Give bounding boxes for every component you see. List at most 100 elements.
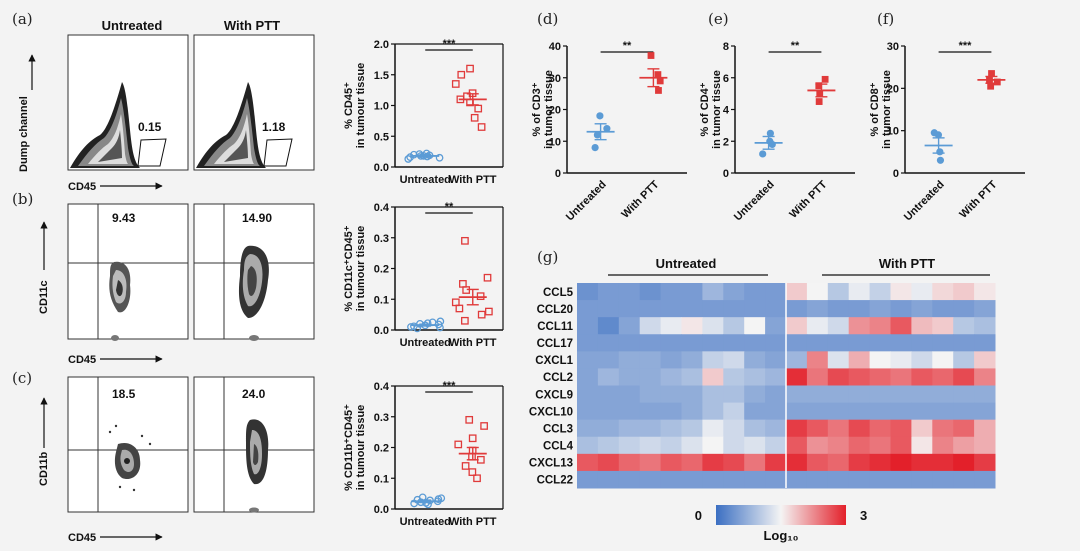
heatmap-cell — [932, 368, 954, 386]
heatmap-cell — [806, 300, 829, 318]
heatmap-cell — [723, 436, 745, 455]
scatter-chart-a: 0.0 0.5 1.0 1.5 2.0 % CD45⁺ in tumour tissue Un… — [343, 38, 504, 186]
contour-density — [246, 419, 269, 513]
heatmap-cell — [577, 368, 599, 386]
heatmap-cell — [723, 470, 745, 489]
heatmap-cell — [660, 436, 682, 455]
heatmap-cell — [848, 300, 871, 318]
colorbar-max-label: 3 — [860, 508, 867, 523]
heatmap-cell — [953, 385, 975, 404]
x-category-label: With PTT — [449, 337, 497, 349]
data-point — [455, 304, 464, 313]
significance-label: *** — [443, 380, 457, 392]
heatmap-cell — [848, 351, 871, 369]
data-point — [410, 150, 418, 159]
panel-label-f: (f) — [877, 10, 894, 28]
heatmap-cell — [723, 334, 745, 352]
heatmap-cell — [786, 470, 808, 489]
heatmap-cell — [660, 283, 682, 301]
contour-density — [70, 82, 140, 168]
panel-label-g: (g) — [537, 248, 558, 266]
heatmap-cell — [597, 453, 620, 472]
heatmap-cell — [660, 368, 682, 386]
heatmap-cell — [597, 419, 620, 438]
heatmap-cell — [974, 300, 996, 318]
heatmap-cell — [618, 300, 641, 318]
heatmap-group-label: With PTT — [879, 256, 935, 271]
heatmap-cell — [744, 300, 766, 318]
significance-label: ** — [445, 201, 454, 213]
heatmap-cell — [681, 317, 703, 335]
y-tick-label: 0.1 — [374, 294, 389, 306]
heatmap-cell — [869, 402, 891, 421]
heatmap-cell — [786, 385, 808, 404]
y-tick-label: 0 — [555, 168, 561, 180]
heatmap-cell — [639, 334, 662, 352]
heatmap-cell — [953, 351, 975, 369]
y-axis-label: % CD11c⁺CD45⁺ — [343, 225, 355, 311]
y-axis-label: % CD11b⁺CD45⁺ — [343, 404, 355, 491]
data-point — [468, 468, 477, 476]
heatmap-cell — [869, 300, 891, 318]
data-point — [468, 434, 477, 443]
heatmap-cell — [890, 317, 912, 335]
heatmap-cell — [827, 402, 850, 421]
heatmap-cell — [848, 334, 871, 352]
heatmap-cell — [806, 334, 829, 352]
heatmap-cell — [953, 436, 975, 455]
contour-density — [109, 261, 131, 341]
heatmap-cell — [974, 453, 996, 472]
heatmap-cell — [744, 283, 766, 301]
flow-x-label: CD45 — [68, 354, 96, 366]
heatmap-cell — [681, 402, 703, 421]
heatmap-cell — [723, 419, 745, 438]
heatmap-cell — [618, 317, 641, 335]
y-tick-label: 20 — [549, 105, 561, 117]
heatmap-cell — [848, 283, 871, 301]
heatmap-cell — [786, 436, 808, 455]
data-point — [766, 129, 774, 137]
heatmap-row-label: CCL2 — [543, 372, 573, 384]
y-tick-label: 8 — [723, 41, 729, 53]
heatmap-cell — [639, 436, 662, 455]
data-point — [483, 273, 492, 282]
heatmap-row-label: CXCL1 — [535, 355, 573, 367]
significance-label: *** — [443, 38, 457, 50]
heatmap-cell — [806, 419, 829, 438]
gate-polygon — [263, 138, 293, 167]
heatmap-cell — [953, 402, 975, 421]
data-point — [454, 440, 463, 449]
heatmap-cell — [723, 385, 745, 404]
heatmap-row-label: CXCL13 — [529, 458, 573, 470]
heatmap-cell — [618, 402, 641, 421]
heatmap-cell — [577, 436, 599, 455]
scatter-chart-b: 0.0 0.1 0.2 0.3 0.4 % CD11c⁺CD45⁺ in tumour ti… — [343, 201, 504, 349]
flow-header-untreated: Untreated — [102, 18, 163, 33]
gate-value: 9.43 — [112, 211, 136, 225]
data-point — [470, 113, 479, 122]
heatmap-cell — [723, 351, 745, 369]
heatmap-cell — [597, 402, 620, 421]
y-tick-label: 0.2 — [374, 264, 389, 276]
y-tick-label: 10 — [887, 126, 899, 138]
heatmap-cell — [911, 436, 933, 455]
heatmap-cell — [869, 317, 891, 335]
heatmap-cell — [702, 317, 724, 335]
gate-value: 14.90 — [242, 211, 272, 225]
flow-y-label: CD11c — [38, 280, 50, 314]
heatmap-cell — [702, 283, 724, 301]
heatmap-cell — [597, 385, 620, 404]
data-point — [474, 104, 483, 113]
data-point — [656, 77, 664, 85]
heatmap-cell — [974, 283, 996, 301]
heatmap-cell — [806, 351, 829, 369]
heatmap-cell — [869, 453, 891, 472]
heatmap-cell — [765, 368, 787, 386]
y-tick-label: 20 — [887, 83, 899, 95]
heatmap-cell — [806, 283, 829, 301]
heatmap-cell — [974, 436, 996, 455]
data-point — [404, 155, 413, 163]
heatmap-cell — [974, 334, 996, 352]
heatmap-cell — [848, 436, 871, 455]
